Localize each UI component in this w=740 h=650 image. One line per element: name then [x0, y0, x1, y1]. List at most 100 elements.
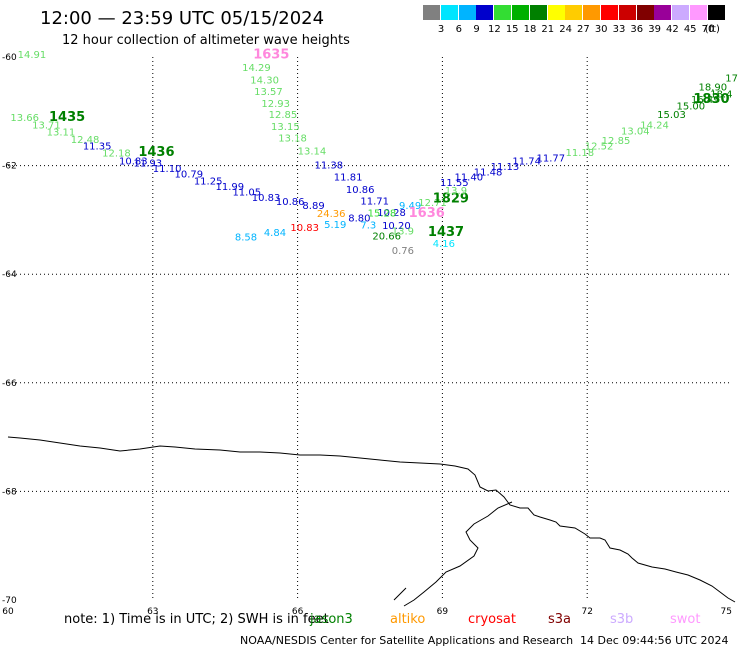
wave-height-label: 12.85 — [602, 136, 631, 147]
legend-swatch — [458, 5, 476, 20]
legend-label: 21 — [541, 24, 555, 35]
map-title: 12:00 — 23:59 UTC 05/15/2024 — [40, 8, 325, 29]
wave-height-label: 11.77 — [537, 153, 566, 164]
wave-height-label: 11.48 — [474, 167, 503, 178]
legend-label: 24 — [559, 24, 572, 35]
wave-height-label: 13.71 — [32, 121, 61, 132]
wave-height-label: 11.55 — [440, 178, 469, 189]
wave-height-label: 11.25 — [194, 177, 223, 188]
wave-height-label: 11.35 — [83, 141, 112, 152]
legend-label: 3 — [437, 24, 445, 35]
wave-height-label: 11.40 — [454, 172, 483, 183]
longitude-tick-label: 72 — [581, 607, 592, 617]
latitude-tick-label: -64 — [2, 270, 17, 280]
longitude-tick-label: 75 — [721, 607, 732, 617]
map-subtitle: 12 hour collection of altimeter wave hei… — [62, 33, 350, 48]
wave-height-label: 12.18 — [102, 148, 131, 159]
wave-height-label: 12.93 — [261, 99, 290, 110]
wave-height-label: 12.85 — [269, 110, 298, 121]
wave-height-label: 0.76 — [392, 246, 414, 257]
wave-height-label: 13.9 — [445, 186, 467, 197]
wave-height-label: 13.11 — [47, 128, 76, 139]
wave-height-label: 11.71 — [360, 197, 389, 208]
wave-height-label: 15.03 — [657, 110, 686, 121]
wave-height-label: 13.04 — [621, 127, 650, 138]
legend-label: 18 — [523, 24, 537, 35]
wave-height-label: 11.81 — [334, 172, 363, 183]
wave-height-label: 10.28 — [377, 208, 406, 219]
legend-label: 33 — [612, 24, 626, 35]
legend-swatch — [476, 5, 494, 20]
wave-height-label: 14.91 — [18, 50, 47, 61]
wave-height-label: 7.3 — [360, 221, 376, 232]
wave-height-label: 11.74 — [512, 157, 541, 168]
legend-label: 36 — [630, 24, 644, 35]
wave-height-label: 10.86 — [276, 197, 305, 208]
wave-height-label: 11.99 — [216, 182, 245, 193]
legend-label: 70 — [701, 24, 715, 35]
legend-swatch — [547, 5, 565, 20]
latitude-tick-label: -68 — [2, 487, 17, 497]
wave-height-label: 10.20 — [382, 221, 411, 232]
wave-height-label: 13.9 — [392, 227, 414, 238]
wave-height-label: 9.49 — [399, 201, 421, 212]
wave-height-label: 11.38 — [314, 160, 343, 171]
legend-swatch — [529, 5, 547, 20]
legend-label: 15 — [505, 24, 519, 35]
satellite-swot: swot — [670, 612, 701, 627]
wave-height-label: 10.86 — [346, 185, 375, 196]
legend-label: 27 — [577, 24, 590, 35]
wave-height-labels: 14.91 163514.2914.3013.5712.9312.8513.151… — [10, 48, 738, 257]
satellite-s3a: s3a — [548, 612, 572, 627]
credit-text: NOAA/NESDIS Center for Satellite Applica… — [240, 634, 574, 647]
latitude-tick-label: -62 — [2, 162, 17, 172]
legend-label: 9 — [473, 24, 480, 35]
longitude-tick-label: 63 — [147, 607, 158, 617]
legend-label: 42 — [666, 24, 679, 35]
note-text: note: 1) Time is in UTC; 2) SWH is in fe… — [64, 612, 329, 627]
legend-swatch — [654, 5, 672, 20]
wave-height-label: 12.71 — [418, 198, 447, 209]
pass-time-label: 1636 — [409, 206, 445, 221]
pass-time-label: 1829 — [433, 192, 469, 207]
credit-date: 14 Dec 09:44:56 UTC 2024 — [580, 634, 729, 647]
latitude-tick-label: -60 — [2, 53, 17, 63]
wave-height-label: 17 — [725, 73, 738, 84]
wave-height-label: 18.4 — [710, 90, 732, 101]
wave-height-label: 11.05 — [232, 187, 261, 198]
wave-height-label: 8.58 — [235, 233, 257, 244]
wave-height-label: 13.57 — [254, 87, 283, 98]
wave-height-label: 16.49 — [691, 95, 720, 106]
satellite-jason3: jason3 — [310, 612, 353, 627]
legend-swatch — [690, 5, 707, 20]
legend-swatch — [618, 5, 636, 20]
wave-height-label: 15.28 — [368, 209, 397, 220]
map-gridlines — [8, 57, 732, 600]
legend-swatch — [636, 5, 654, 20]
wave-height-label: 13.66 — [10, 113, 39, 124]
satellite-s3b: s3b — [610, 612, 634, 627]
legend-label: 39 — [648, 24, 661, 35]
longitude-tick-label: 66 — [292, 607, 304, 617]
wave-height-label: 13.18 — [278, 134, 307, 145]
legend-swatch — [672, 5, 690, 20]
coastline — [7, 436, 736, 607]
wave-height-label: 10.83 — [252, 193, 281, 204]
latitude-tick-label: -70 — [2, 596, 17, 606]
pass-time-label: 1635 — [253, 48, 289, 63]
wave-height-label: 14.24 — [640, 121, 669, 132]
longitude-tick-label: 69 — [437, 607, 449, 617]
longitude-tick-label: 60 — [2, 607, 14, 617]
legend-label: 6 — [455, 24, 462, 35]
legend-swatch — [565, 5, 583, 20]
antarctica-coastline — [7, 436, 736, 603]
footer-note: note: 1) Time is in UTC; 2) SWH is in fe… — [64, 612, 700, 627]
wave-height-label: 15.00 — [676, 102, 705, 113]
legend-swatch — [512, 5, 529, 20]
wave-height-label: 13.15 — [271, 122, 300, 133]
legend-swatch — [707, 5, 725, 20]
legend-swatch — [440, 5, 458, 20]
coastline-inlet — [393, 501, 513, 607]
legend-unit: (ft) — [704, 24, 720, 35]
